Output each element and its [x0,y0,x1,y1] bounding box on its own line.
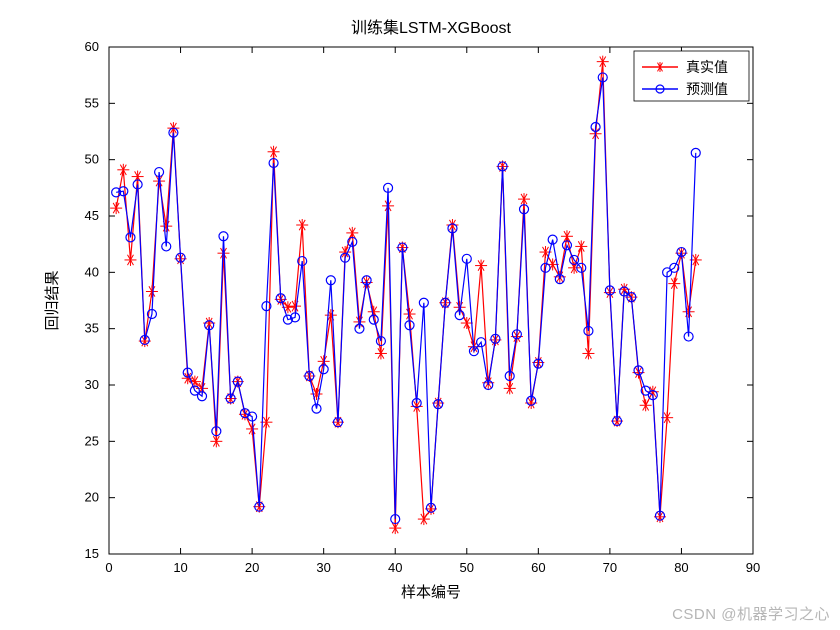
svg-text:35: 35 [85,321,99,336]
svg-text:20: 20 [245,560,259,575]
svg-text:10: 10 [173,560,187,575]
line-chart: 0 10 20 30 40 50 60 70 80 90 15 20 25 30 35 40 45 50 55 60 训… [0,0,840,630]
svg-text:40: 40 [85,264,99,279]
svg-text:30: 30 [85,377,99,392]
svg-text:45: 45 [85,208,99,223]
svg-text:20: 20 [85,490,99,505]
legend-label-true: 真实值 [686,59,728,75]
svg-text:90: 90 [746,560,760,575]
svg-text:60: 60 [531,560,545,575]
svg-text:50: 50 [460,560,474,575]
legend-label-pred: 预测值 [686,81,728,97]
svg-text:30: 30 [316,560,330,575]
svg-text:15: 15 [85,546,99,561]
legend: 真实值预测值 [634,51,749,101]
svg-text:55: 55 [85,95,99,110]
svg-text:40: 40 [388,560,402,575]
x-axis-label: 样本编号 [401,584,461,601]
chart-title: 训练集LSTM-XGBoost [351,19,512,37]
chart-container: 0 10 20 30 40 50 60 70 80 90 15 20 25 30 35 40 45 50 55 60 训… [0,0,840,630]
svg-text:25: 25 [85,433,99,448]
y-axis-label: 回归结果 [44,270,61,330]
svg-text:0: 0 [105,560,112,575]
svg-text:80: 80 [674,560,688,575]
watermark-text: CSDN @机器学习之心 [672,603,830,624]
svg-text:50: 50 [85,152,99,167]
svg-text:60: 60 [85,39,99,54]
svg-text:70: 70 [603,560,617,575]
